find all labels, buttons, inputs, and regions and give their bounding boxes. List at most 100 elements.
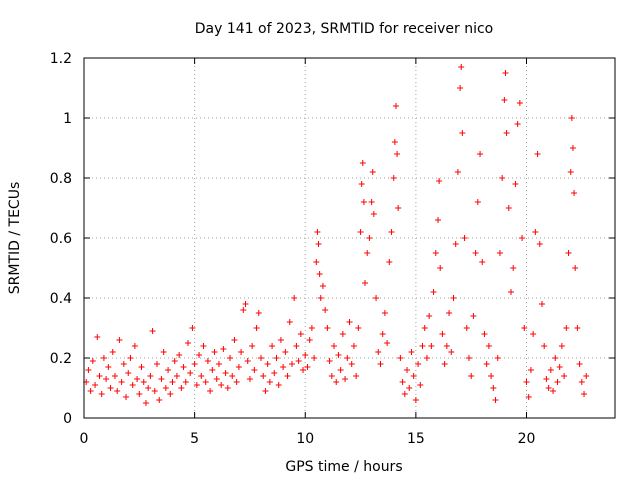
data-point: [315, 241, 322, 247]
data-point: [556, 364, 563, 370]
data-point: [319, 283, 326, 289]
data-point: [231, 337, 238, 343]
data-point: [384, 340, 391, 346]
data-point: [368, 199, 375, 205]
y-tick-label: 1.2: [50, 51, 72, 67]
data-point: [483, 361, 490, 367]
data-point: [417, 382, 424, 388]
data-point: [96, 373, 103, 379]
data-point: [415, 361, 422, 367]
data-point: [359, 160, 366, 166]
y-tick-label: 0.8: [50, 171, 72, 187]
data-point: [249, 343, 256, 349]
data-point: [568, 115, 575, 121]
data-point: [439, 331, 446, 337]
y-tick-label: 1: [63, 111, 72, 127]
y-axis-label: SRMTID / TECUs: [7, 182, 23, 295]
data-point: [280, 364, 287, 370]
data-point: [457, 85, 464, 91]
data-point: [251, 367, 258, 373]
data-point: [178, 385, 185, 391]
data-point: [173, 373, 180, 379]
data-point: [508, 289, 515, 295]
data-point: [244, 358, 251, 364]
data-point: [275, 382, 282, 388]
data-point: [490, 385, 497, 391]
data-point: [286, 319, 293, 325]
data-point: [534, 151, 541, 157]
data-point: [558, 343, 565, 349]
data-point: [361, 280, 368, 286]
data-point: [459, 130, 466, 136]
data-point: [468, 373, 475, 379]
data-point: [532, 229, 539, 235]
data-point: [578, 379, 585, 385]
data-point: [176, 352, 183, 358]
data-point: [282, 349, 289, 355]
data-point: [304, 364, 311, 370]
data-point: [180, 364, 187, 370]
data-point: [224, 385, 231, 391]
x-tick-label: 15: [407, 431, 425, 447]
data-point: [360, 199, 367, 205]
data-point: [316, 271, 323, 277]
data-point: [357, 229, 364, 235]
data-point: [373, 295, 380, 301]
data-point: [474, 199, 481, 205]
data-point: [346, 319, 353, 325]
data-point: [184, 340, 191, 346]
data-point: [171, 358, 178, 364]
data-point: [313, 259, 320, 265]
data-point: [441, 361, 448, 367]
x-tick-label: 0: [80, 431, 89, 447]
data-point: [521, 325, 528, 331]
data-point: [200, 343, 207, 349]
data-point: [369, 169, 376, 175]
data-point: [293, 343, 300, 349]
data-point: [576, 361, 583, 367]
data-point: [463, 325, 470, 331]
data-point: [277, 337, 284, 343]
data-point: [111, 373, 118, 379]
data-point: [269, 343, 276, 349]
data-point: [260, 373, 267, 379]
data-point: [514, 121, 521, 127]
data-point: [229, 373, 236, 379]
data-point: [501, 97, 508, 103]
data-point: [437, 265, 444, 271]
data-point: [140, 379, 147, 385]
data-point: [158, 376, 165, 382]
data-point: [213, 376, 220, 382]
data-point: [563, 325, 570, 331]
data-point: [196, 352, 203, 358]
data-point: [308, 325, 315, 331]
data-point: [211, 349, 218, 355]
data-point: [541, 343, 548, 349]
data-point: [333, 379, 340, 385]
data-point: [543, 376, 550, 382]
data-point: [530, 331, 537, 337]
data-point: [109, 349, 116, 355]
data-point: [331, 343, 338, 349]
data-point: [443, 343, 450, 349]
data-point: [552, 355, 559, 361]
data-point: [288, 361, 295, 367]
data-point: [149, 328, 156, 334]
data-point: [452, 241, 459, 247]
data-point: [572, 265, 579, 271]
data-point: [314, 229, 321, 235]
data-point: [479, 259, 486, 265]
data-point: [567, 169, 574, 175]
data-point: [399, 379, 406, 385]
x-axis-label: GPS time / hours: [285, 459, 402, 475]
data-point: [129, 382, 136, 388]
data-point: [523, 379, 530, 385]
y-tick-label: 0.4: [50, 291, 72, 307]
data-point: [204, 358, 211, 364]
data-point: [512, 181, 519, 187]
data-point: [461, 235, 468, 241]
data-point: [114, 388, 121, 394]
data-point: [151, 388, 158, 394]
data-point: [87, 388, 94, 394]
data-point: [220, 346, 227, 352]
